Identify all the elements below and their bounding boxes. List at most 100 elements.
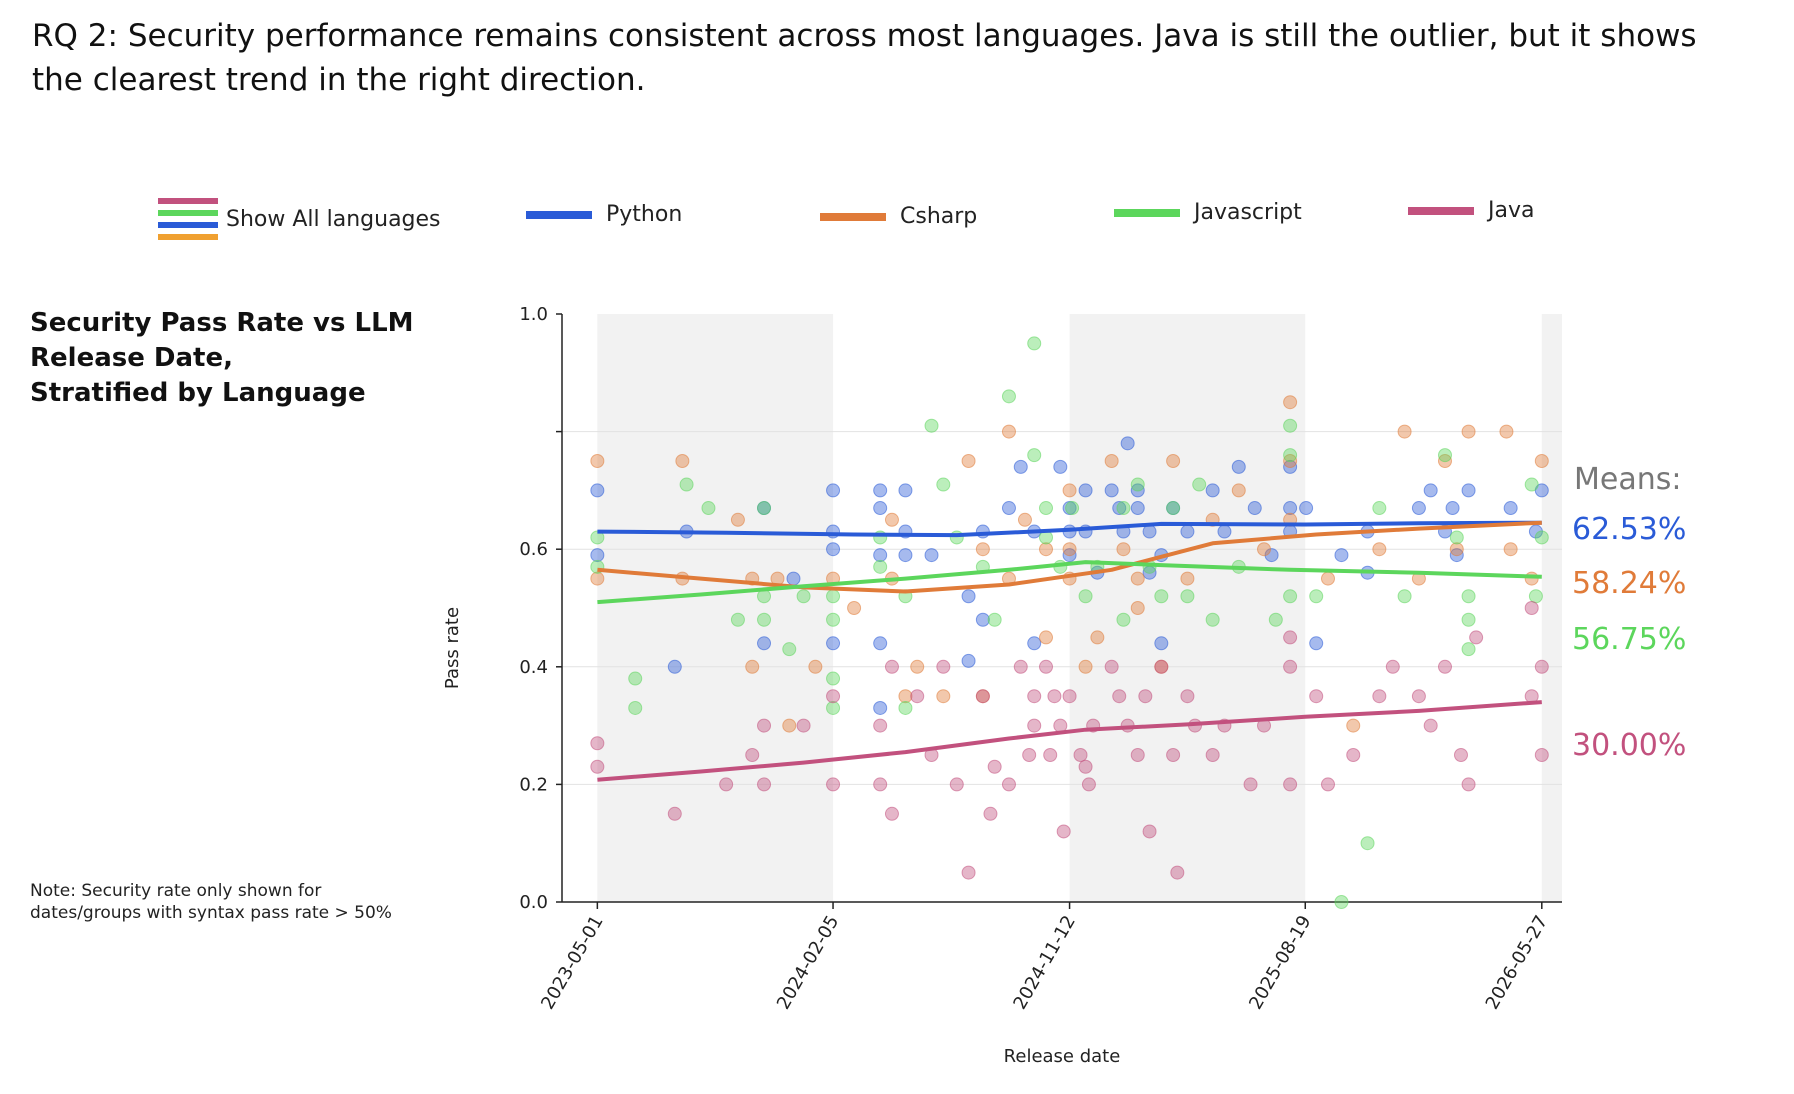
point-javascript [1065,501,1080,516]
all-languages-swatch-icon [158,198,218,240]
point-javascript [1397,589,1412,604]
legend-item-python[interactable]: Python [526,202,682,227]
y-tick-label: 0.6 [519,539,548,560]
point-java [884,659,899,674]
point-python [1142,524,1157,539]
point-javascript [1283,418,1298,433]
legend-item-javascript[interactable]: Javascript [1114,200,1302,225]
point-csharp [1231,483,1246,498]
point-javascript [701,501,716,516]
point-javascript [987,612,1002,627]
footnote-line-1: Note: Security rate only shown for [30,881,322,901]
point-javascript [1528,589,1543,604]
point-csharp [847,601,862,615]
trend-line-java [597,700,1542,782]
point-csharp [1437,454,1452,468]
point-java [1180,689,1195,704]
point-javascript [1268,612,1283,627]
point-python [1445,501,1460,516]
point-csharp [910,659,925,674]
java-swatch-icon [1408,206,1474,215]
point-python [1264,548,1279,563]
point-java [1205,748,1220,762]
point-javascript [1524,477,1539,492]
shaded-band [1069,314,1306,902]
point-csharp [745,659,760,674]
point-csharp [1503,542,1518,557]
point-python [1283,501,1298,516]
point-java [1453,748,1468,762]
point-javascript [1461,612,1476,627]
point-python [873,636,888,651]
mean-javascript: 56.75% [1572,622,1687,657]
point-python [826,636,841,651]
point-python [924,548,939,563]
point-java [1166,748,1181,762]
trend-line-csharp [597,520,1542,594]
swatch-javascript [158,210,218,216]
point-java [1027,718,1042,733]
point-python [1461,483,1476,498]
shaded-band [1541,314,1562,902]
subtitle-line-3: Stratified by Language [30,378,366,408]
point-csharp [1372,542,1387,557]
point-python [975,524,990,539]
point-java [1283,777,1298,792]
legend-item-csharp[interactable]: Csharp [820,204,977,229]
legend: Show All languages Python Csharp Javascr… [0,190,1794,250]
point-java [590,759,605,774]
point-java [961,865,976,880]
point-csharp [1534,454,1549,468]
point-python [961,653,976,668]
point-python [873,700,888,715]
point-javascript [1461,642,1476,657]
point-csharp [1078,659,1093,674]
point-python [1180,524,1195,539]
point-java [1073,748,1088,762]
point-csharp [961,454,976,468]
point-java [1039,659,1054,674]
point-python [1130,483,1145,498]
point-javascript [826,700,841,715]
mean-java: 30.00% [1572,728,1687,763]
x-tick-label: 2024-11-12 [1009,912,1079,1013]
point-java [1534,748,1549,762]
legend-item-label: Javascript [1194,200,1302,225]
point-csharp [1017,512,1032,527]
legend-show-all-button[interactable]: Show All languages [158,198,441,240]
point-java [910,689,925,704]
point-python [1299,501,1314,516]
point-javascript [1166,501,1181,516]
point-csharp [1257,542,1272,557]
legend-item-label: Python [606,202,683,227]
trend-line-javascript [597,560,1542,605]
point-javascript [1116,612,1131,627]
point-python [1309,636,1324,651]
point-javascript [1372,501,1387,516]
legend-item-java[interactable]: Java [1408,198,1534,223]
point-java [1469,630,1484,645]
point-csharp [675,454,690,468]
point-java [667,806,682,821]
point-java [1534,659,1549,674]
point-javascript [1309,589,1324,604]
point-javascript [1039,501,1054,516]
point-python [826,483,841,498]
headline-line-2: the clearest trend in the right directio… [32,62,646,98]
point-java [1320,777,1335,792]
point-java [1013,659,1028,674]
point-csharp [1283,395,1298,410]
point-csharp [884,512,899,527]
point-java [1461,777,1476,792]
point-python [1205,483,1220,498]
legend-item-label: Java [1488,198,1535,223]
y-tick-label: 0.2 [519,774,548,795]
point-javascript [1437,448,1452,463]
point-csharp [590,454,605,468]
point-python [898,548,913,563]
point-java [873,718,888,733]
point-javascript [1027,336,1042,351]
point-javascript [1130,477,1145,492]
point-java [826,777,841,792]
